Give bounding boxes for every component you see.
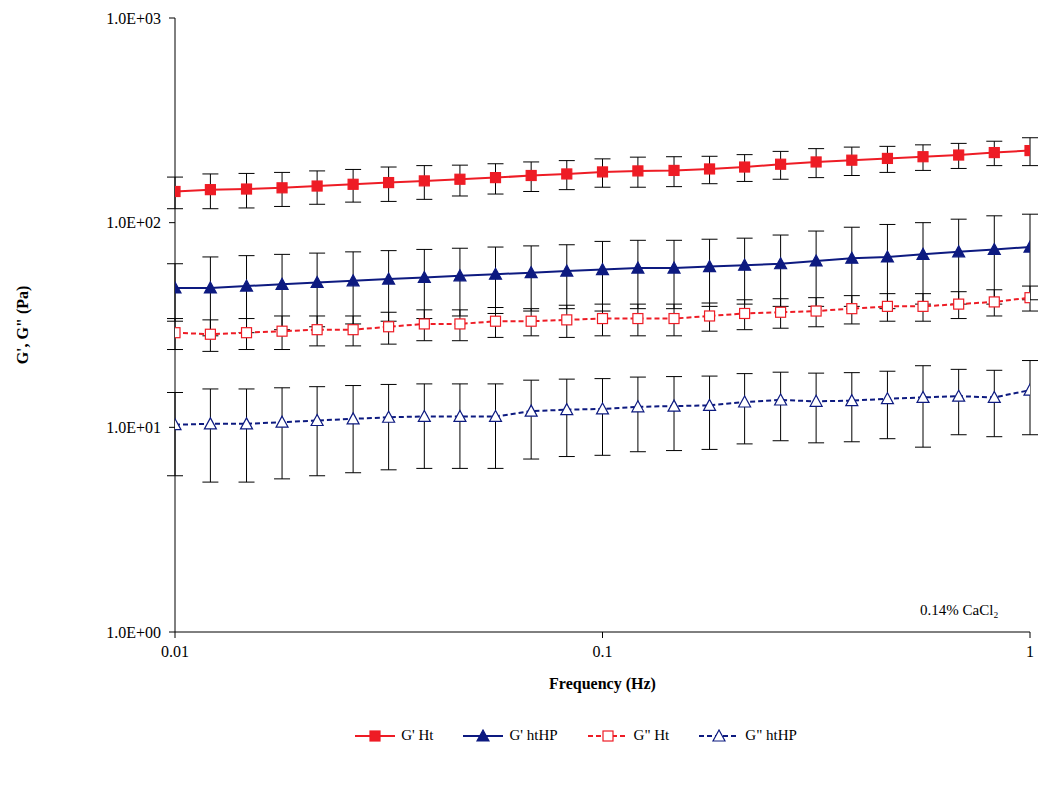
svg-text:0.1: 0.1 — [593, 643, 613, 660]
svg-text:Frequency (Hz): Frequency (Hz) — [549, 675, 656, 693]
html-text:G" htHP: G" htHP — [745, 727, 797, 743]
svg-text:1.0E+00: 1.0E+00 — [106, 624, 161, 641]
html-text:G' htHP: G' htHP — [509, 727, 558, 743]
html-text:G" Ht: G" Ht — [633, 727, 670, 743]
html-text:0.14% CaCl₂: 0.14% CaCl₂ — [920, 602, 999, 618]
svg-text:0.01: 0.01 — [161, 643, 189, 660]
svg-text:1: 1 — [1026, 643, 1034, 660]
svg-text:1.0E+01: 1.0E+01 — [106, 419, 161, 436]
svg-text:1.0E+02: 1.0E+02 — [106, 214, 161, 231]
svg-text:G', G" (Pa): G', G" (Pa) — [14, 286, 32, 365]
html-text:G' Ht: G' Ht — [401, 727, 434, 743]
svg-text:1.0E+03: 1.0E+03 — [106, 10, 161, 27]
